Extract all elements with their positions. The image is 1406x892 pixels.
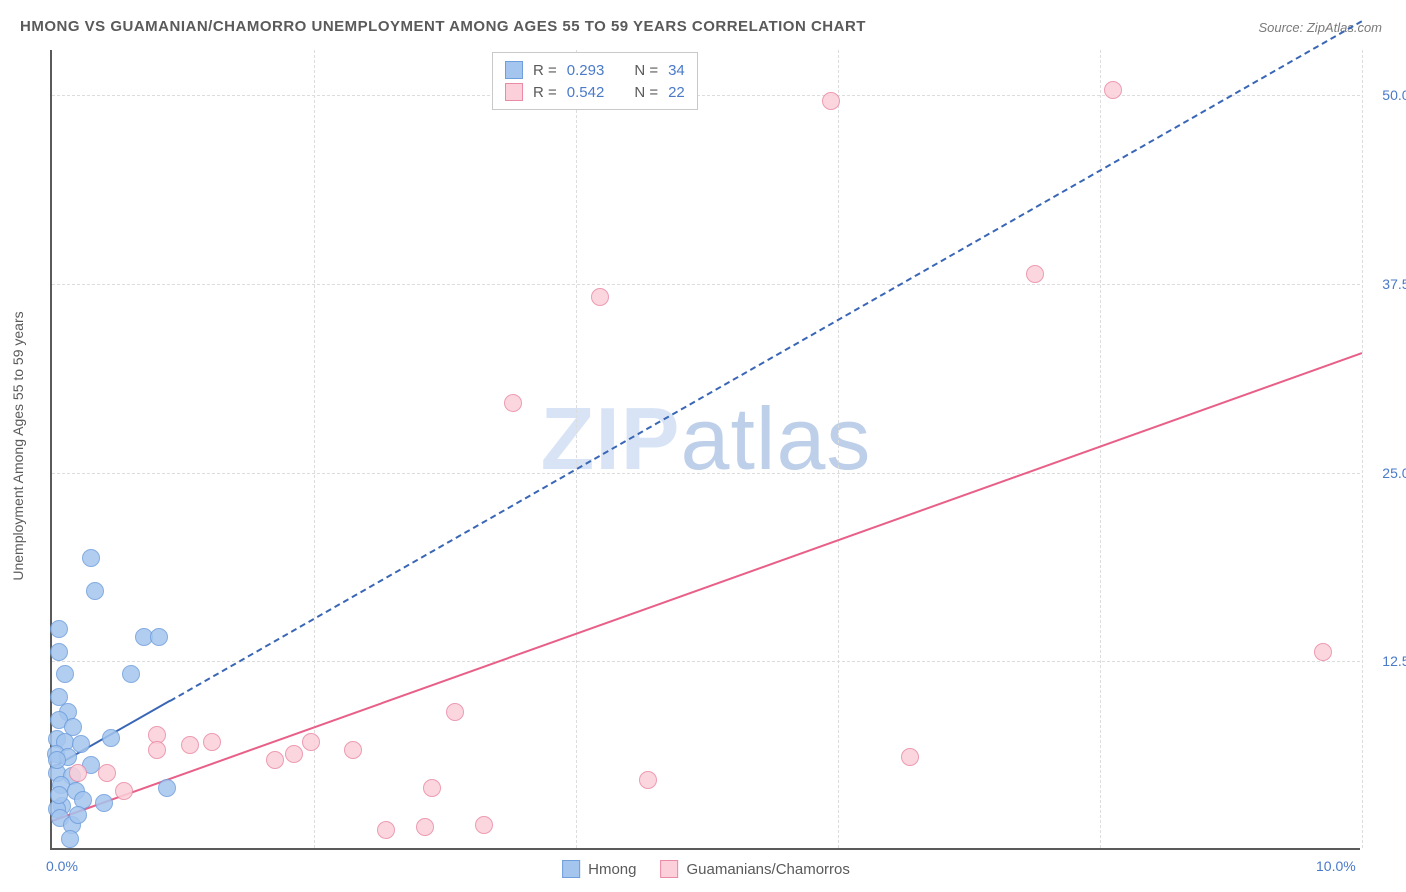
gridline-h [52, 95, 1360, 96]
legend-swatch [660, 860, 678, 878]
scatter-point [50, 620, 68, 638]
scatter-point [148, 741, 166, 759]
legend-r-label: R = [533, 84, 557, 101]
scatter-point [72, 735, 90, 753]
scatter-point [203, 733, 221, 751]
legend-swatch [562, 860, 580, 878]
legend-r-label: R = [533, 62, 557, 79]
scatter-point [50, 643, 68, 661]
chart-title: HMONG VS GUAMANIAN/CHAMORRO UNEMPLOYMENT… [20, 18, 866, 35]
legend-series-label: Hmong [588, 861, 636, 878]
y-tick-label: 12.5% [1366, 653, 1406, 669]
gridline-h [52, 284, 1360, 285]
gridline-h [52, 661, 1360, 662]
legend-n-label: N = [634, 62, 658, 79]
scatter-point [102, 729, 120, 747]
x-tick-label: 0.0% [46, 858, 78, 874]
legend-item: Guamanians/Chamorros [660, 860, 849, 878]
scatter-point [158, 779, 176, 797]
legend-series-label: Guamanians/Chamorros [686, 861, 849, 878]
legend-stats-box: R = 0.293 N = 34 R = 0.542 N = 22 [492, 52, 698, 110]
legend-r-value: 0.293 [567, 62, 605, 79]
scatter-point [181, 736, 199, 754]
scatter-point [98, 764, 116, 782]
source-label: Source: ZipAtlas.com [1258, 20, 1382, 35]
scatter-point [423, 779, 441, 797]
scatter-point [446, 703, 464, 721]
scatter-point [82, 549, 100, 567]
scatter-point [901, 748, 919, 766]
scatter-point [475, 816, 493, 834]
scatter-point [591, 288, 609, 306]
scatter-point [1104, 81, 1122, 99]
scatter-point [416, 818, 434, 836]
scatter-point [1026, 265, 1044, 283]
y-tick-label: 25.0% [1366, 465, 1406, 481]
legend-stats-row: R = 0.542 N = 22 [505, 81, 685, 103]
gridline-v [838, 50, 839, 848]
legend-r-value: 0.542 [567, 84, 605, 101]
scatter-point [61, 830, 79, 848]
scatter-point [48, 751, 66, 769]
scatter-point [69, 764, 87, 782]
legend-swatch [505, 83, 523, 101]
gridline-v [576, 50, 577, 848]
y-axis-label: Unemployment Among Ages 55 to 59 years [10, 311, 26, 580]
legend-swatch [505, 61, 523, 79]
gridline-h [52, 473, 1360, 474]
x-tick-label: 10.0% [1316, 858, 1356, 874]
legend-n-value: 34 [668, 62, 685, 79]
scatter-point [266, 751, 284, 769]
chart-plot-area: ZIPatlas 12.5%25.0%37.5%50.0%0.0%10.0% R… [50, 50, 1360, 850]
legend-bottom: Hmong Guamanians/Chamorros [562, 860, 850, 878]
scatter-point [285, 745, 303, 763]
trend-line [52, 352, 1363, 822]
y-tick-label: 37.5% [1366, 276, 1406, 292]
trend-line [169, 20, 1362, 702]
scatter-point [115, 782, 133, 800]
scatter-point [504, 394, 522, 412]
y-tick-label: 50.0% [1366, 87, 1406, 103]
scatter-point [377, 821, 395, 839]
scatter-point [822, 92, 840, 110]
scatter-point [344, 741, 362, 759]
plot-inner: 12.5%25.0%37.5%50.0%0.0%10.0% [52, 50, 1360, 848]
scatter-point [69, 806, 87, 824]
scatter-point [302, 733, 320, 751]
legend-n-value: 22 [668, 84, 685, 101]
scatter-point [95, 794, 113, 812]
scatter-point [56, 665, 74, 683]
scatter-point [86, 582, 104, 600]
legend-n-label: N = [634, 84, 658, 101]
gridline-v [1362, 50, 1363, 848]
scatter-point [1314, 643, 1332, 661]
legend-item: Hmong [562, 860, 636, 878]
scatter-point [50, 786, 68, 804]
scatter-point [639, 771, 657, 789]
scatter-point [150, 628, 168, 646]
legend-stats-row: R = 0.293 N = 34 [505, 59, 685, 81]
scatter-point [122, 665, 140, 683]
